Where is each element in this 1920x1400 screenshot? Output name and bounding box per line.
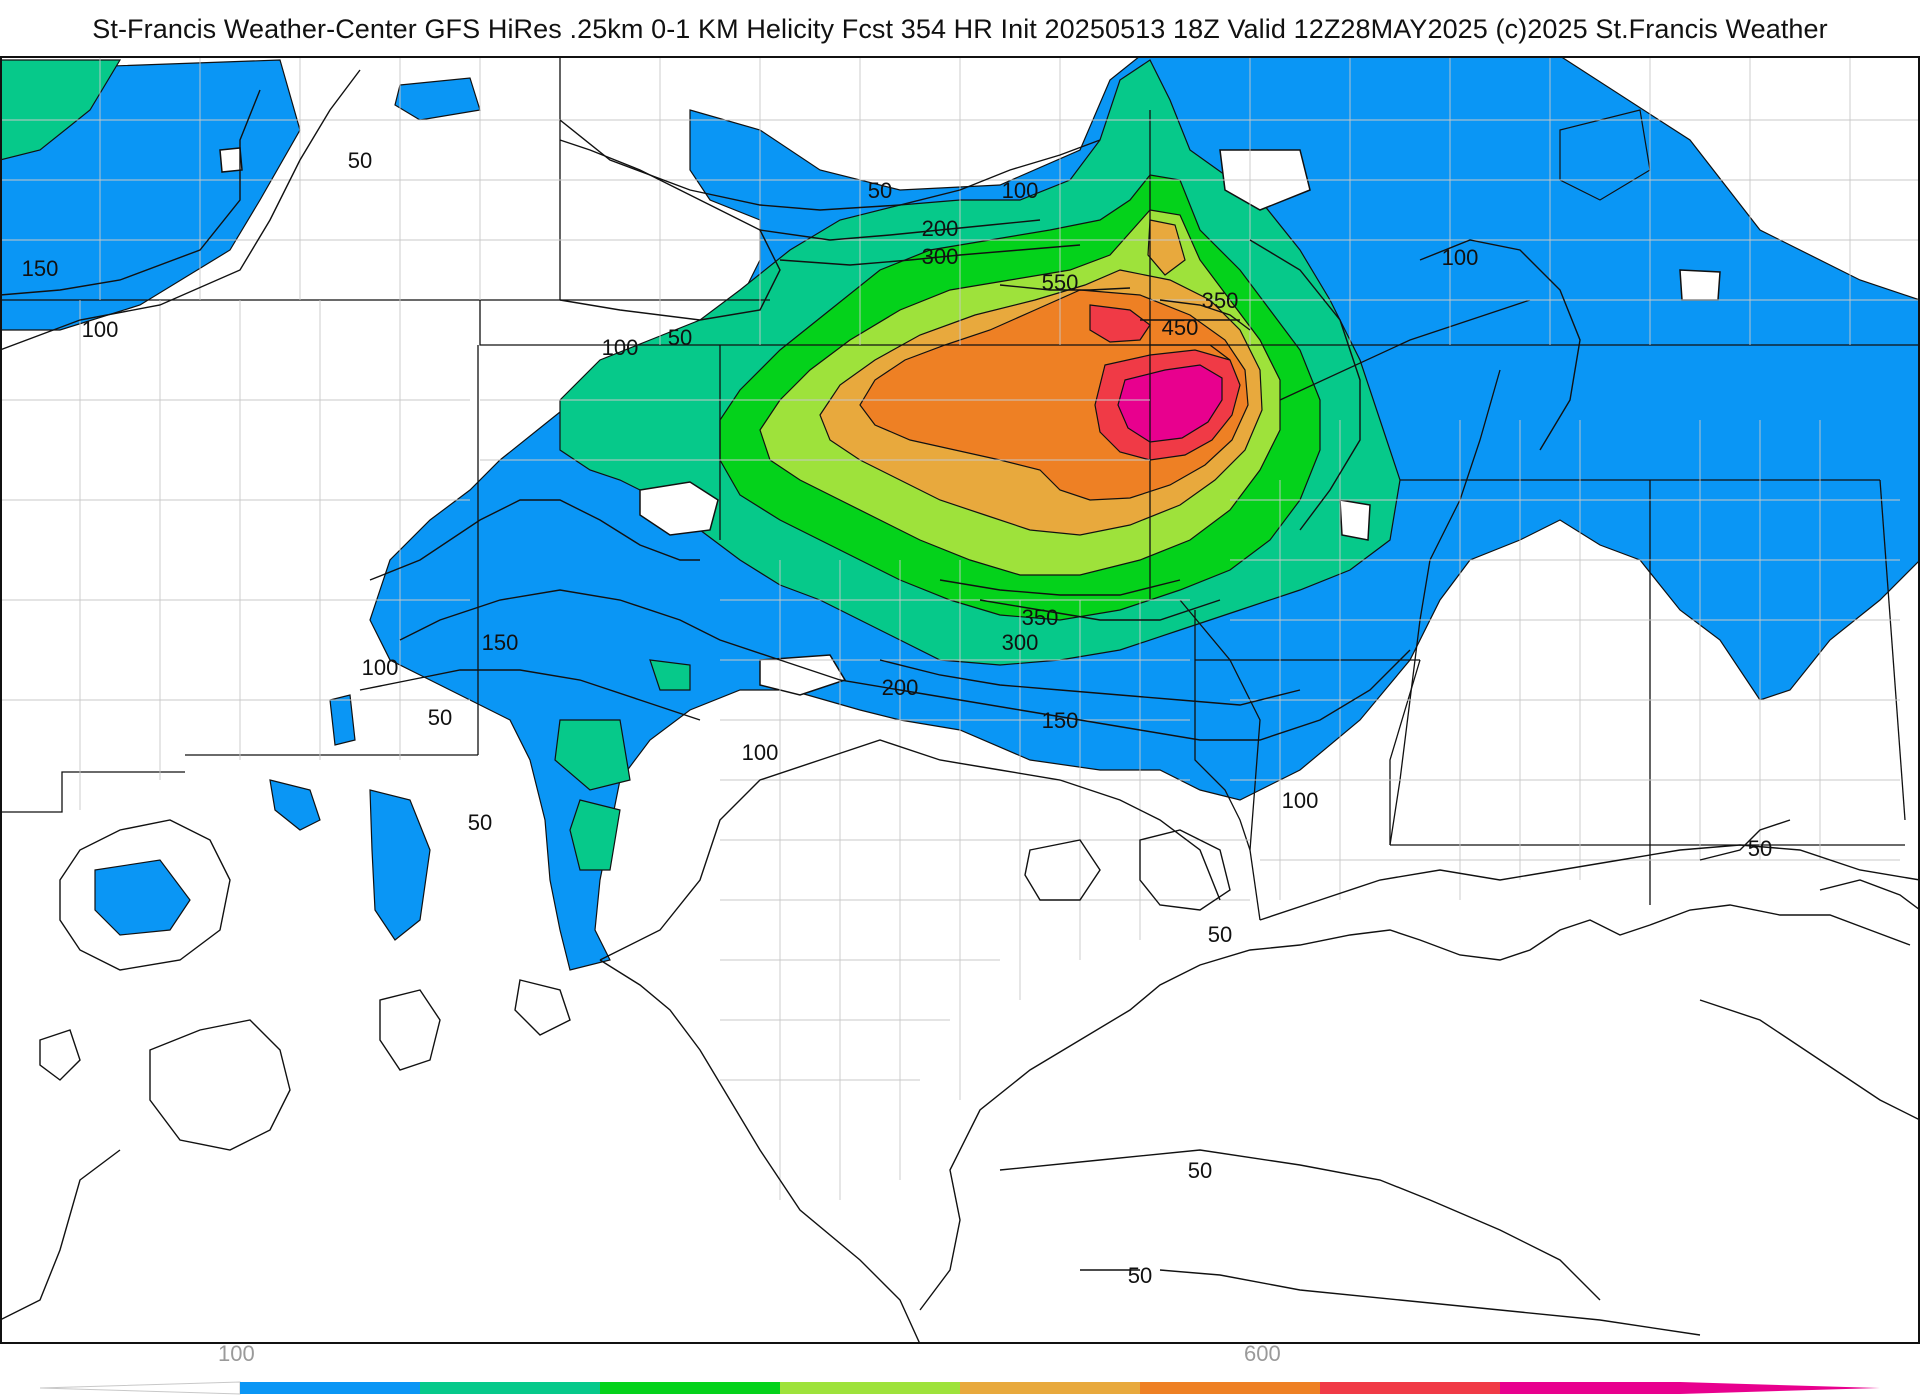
contour-label-50: 50 [468, 810, 492, 835]
colorbar-segment [600, 1382, 781, 1394]
contour-label-200: 200 [922, 216, 959, 241]
contour-label-350: 350 [1202, 288, 1239, 313]
contour-label-300: 300 [1002, 630, 1039, 655]
contour-label-150: 150 [22, 256, 59, 281]
helicity-map: 50 50 50 50 50 50 50 50 50 100 100 100 1… [0, 56, 1920, 1344]
state-boundaries [0, 56, 1920, 921]
colorbar-segment [1500, 1382, 1681, 1394]
contour-label-50: 50 [348, 148, 372, 173]
contour-label-350: 350 [1022, 605, 1059, 630]
contour-labels: 50 50 50 50 50 50 50 50 50 100 100 100 1… [22, 148, 1773, 1288]
colorbar-right-arrow [1680, 1382, 1880, 1394]
map-title: St-Francis Weather-Center GFS HiRes .25k… [92, 14, 1828, 44]
colorbar-left-arrow [39, 1381, 241, 1395]
contour-label-50: 50 [668, 325, 692, 350]
contour-label-100: 100 [82, 317, 119, 342]
gulf-coastline [599, 904, 1911, 1344]
colorbar-segment [780, 1382, 961, 1394]
contour-label-100: 100 [602, 335, 639, 360]
contour-label-100: 100 [1442, 245, 1479, 270]
contour-lines [0, 69, 1920, 1336]
contour-label-200: 200 [882, 675, 919, 700]
contour-label-50: 50 [868, 178, 892, 203]
colorbar-segment [1140, 1382, 1321, 1394]
contour-label-100: 100 [742, 740, 779, 765]
contour-label-450: 450 [1162, 315, 1199, 340]
colorbar-segment [1320, 1382, 1501, 1394]
contour-label-50: 50 [1128, 1263, 1152, 1288]
contour-label-50: 50 [1208, 922, 1232, 947]
contour-label-300: 300 [922, 244, 959, 269]
colorbar-segment [960, 1382, 1141, 1394]
contour-label-50: 50 [1188, 1158, 1212, 1183]
contour-label-150: 150 [1042, 708, 1079, 733]
contour-label-50: 50 [1748, 836, 1772, 861]
helicity-holes [219, 147, 1721, 696]
contour-label-100: 100 [362, 655, 399, 680]
colorbar-tick-100: 100 [218, 1341, 255, 1366]
contour-label-100: 100 [1002, 178, 1039, 203]
county-lines [0, 56, 1920, 1200]
helicity-fill-600 [1117, 364, 1223, 443]
colorbar-segment [240, 1382, 421, 1394]
contour-label-550: 550 [1042, 270, 1079, 295]
color-scale-bar [39, 1381, 1880, 1395]
colorbar-tick-600: 600 [1244, 1341, 1281, 1366]
contour-label-100: 100 [1282, 788, 1319, 813]
contour-label-150: 150 [482, 630, 519, 655]
contour-label-50: 50 [428, 705, 452, 730]
colorbar-segment [420, 1382, 601, 1394]
